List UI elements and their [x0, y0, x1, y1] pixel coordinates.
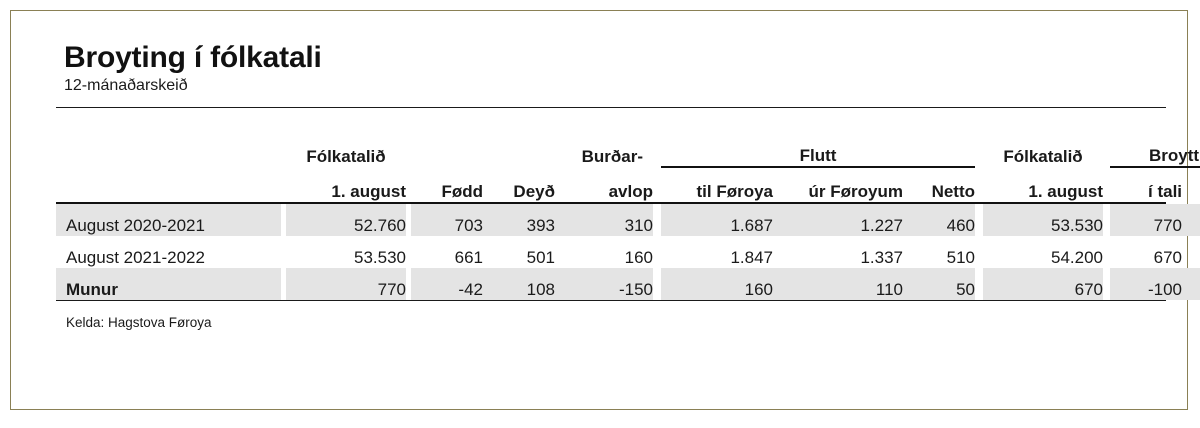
cell-spacer: [653, 204, 661, 236]
table-row: Munur 770 -42 108 -150 160 110 50 670 -100: [56, 268, 1200, 300]
cell-spacer: [653, 236, 661, 268]
cell-out: 110: [773, 268, 903, 300]
cell-pop-start: 53.530: [354, 248, 406, 267]
col-header-natural: avlop: [608, 182, 653, 201]
col-header-pop-start: 1. august: [331, 182, 406, 201]
cell-spacer: [653, 268, 661, 300]
cell-change-pct: 1,5: [1182, 204, 1200, 236]
header-spacer: [56, 108, 1166, 130]
cell-pop-end: 53.530: [983, 204, 1103, 236]
chart-frame: Broyting í fólkatali 12-mánaðarskeið: [10, 10, 1200, 410]
table-row: August 2020-2021 52.760 703 393 310 1.687 1.22…: [56, 204, 1200, 236]
cell-natural: 310: [555, 204, 653, 236]
cell-pop-start: 52.760: [286, 204, 406, 236]
cell-natural: 160: [624, 248, 653, 267]
group-header-burdaravlop: Burðar-: [581, 147, 643, 166]
group-header-folkatalid-right: Fólkatalið: [1003, 147, 1083, 166]
cell-change-n: -100: [1110, 268, 1182, 300]
population-change-table: Fólkatalið Burðar- Flutt Fólkatalið Broy…: [56, 130, 1200, 202]
cell-change-pct: [1182, 268, 1200, 300]
table-row: August 2021-2022 53.530 661 501 160 1.847 1.33…: [56, 236, 1200, 268]
cell-born: 703: [411, 204, 483, 236]
divider-top: [56, 107, 1166, 108]
cell-spacer: [975, 204, 983, 236]
cell-in: 1.687: [661, 204, 773, 236]
cell-died: 501: [526, 248, 555, 267]
spacer: [1103, 167, 1110, 202]
spacer: [653, 130, 661, 167]
divider-bottom: [56, 300, 1166, 301]
cell-born: 661: [454, 248, 483, 267]
group-header-blank: [56, 130, 281, 167]
cell-change-pct: 1,3: [1182, 236, 1200, 268]
cell-period: August 2020-2021: [56, 204, 281, 236]
col-header-period: [56, 167, 281, 202]
cell-period: August 2021-2022: [66, 248, 205, 267]
table-body: August 2020-2021 52.760 703 393 310 1.687 1.22…: [56, 204, 1200, 300]
spacer: [1103, 130, 1110, 167]
source-note: Kelda: Hagstova Føroya: [66, 315, 212, 330]
cell-out: 1.337: [860, 248, 903, 267]
cell-net: 460: [903, 204, 975, 236]
table-column-header-row: 1. august Fødd Deyð avlop til Føroya úr …: [56, 167, 1200, 202]
col-header-in: til Føroya: [696, 182, 773, 201]
cell-in: 160: [661, 268, 773, 300]
content-area: Broyting í fólkatali 12-mánaðarskeið: [56, 41, 1200, 330]
spacer: [975, 130, 983, 167]
cell-change-n: 670: [1153, 248, 1182, 267]
cell-spacer: [975, 236, 983, 268]
table-group-header-row: Fólkatalið Burðar- Flutt Fólkatalið Broy…: [56, 130, 1200, 168]
spacer: [975, 167, 983, 202]
col-header-net: Netto: [931, 182, 976, 201]
col-header-out: úr Føroyum: [808, 182, 903, 201]
group-header-flutt: Flutt: [661, 130, 976, 168]
cell-born: -42: [411, 268, 483, 300]
cell-spacer: [975, 268, 983, 300]
group-header-broytt: Broytt: [1110, 130, 1200, 168]
col-header-born: Fødd: [441, 182, 483, 201]
group-header-blank-deyd: [483, 130, 555, 167]
cell-pop-start: 770: [286, 268, 406, 300]
population-change-body: August 2020-2021 52.760 703 393 310 1.687 1.22…: [56, 204, 1200, 300]
cell-change-n: 770: [1110, 204, 1182, 236]
page-title: Broyting í fólkatali: [64, 41, 322, 74]
col-header-change-pct: í %: [1182, 167, 1200, 202]
col-header-change-n: í tali: [1148, 182, 1183, 201]
cell-died: 108: [483, 268, 555, 300]
cell-spacer: [1103, 268, 1110, 300]
col-header-pop-end: 1. august: [1028, 182, 1104, 201]
group-header-blank-fodd: [411, 130, 483, 167]
divider-header: [56, 202, 1166, 204]
cell-out: 1.227: [773, 204, 903, 236]
cell-spacer: [1103, 236, 1110, 268]
group-header-folkatalid-left: Fólkatalið: [306, 147, 386, 166]
cell-net: 510: [946, 248, 975, 267]
cell-died: 393: [483, 204, 555, 236]
cell-natural: -150: [555, 268, 653, 300]
cell-period: Munur: [56, 268, 281, 300]
cell-net: 50: [903, 268, 975, 300]
col-header-died: Deyð: [513, 182, 555, 201]
cell-in: 1.847: [730, 248, 773, 267]
cell-pop-end: 670: [983, 268, 1103, 300]
cell-pop-end: 54.200: [1051, 248, 1103, 267]
page-subtitle: 12-mánaðarskeið: [64, 77, 188, 94]
spacer: [653, 167, 661, 202]
cell-spacer: [1103, 204, 1110, 236]
